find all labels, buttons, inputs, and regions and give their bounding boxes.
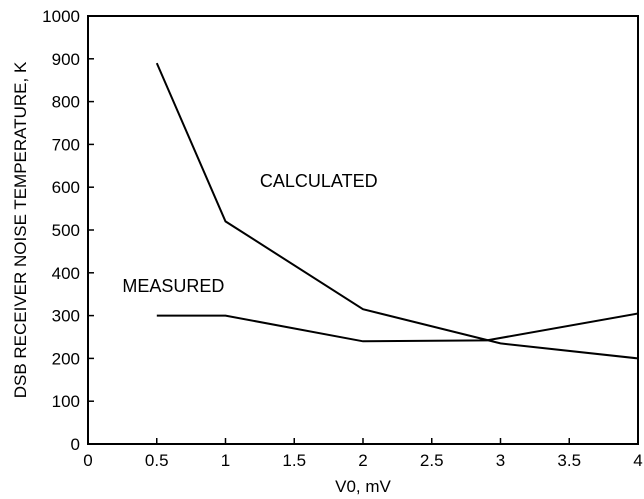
y-tick-label: 0 — [71, 435, 80, 454]
annotations: CALCULATED MEASURED — [122, 171, 377, 296]
x-tick-label: 4 — [633, 451, 642, 470]
annotation-measured: MEASURED — [122, 276, 224, 296]
annotation-calculated: CALCULATED — [260, 171, 378, 191]
series-line-calculated — [155, 62, 639, 360]
plot-frame — [87, 15, 639, 445]
x-tick-label: 0 — [83, 451, 92, 470]
y-tick-label: 500 — [52, 221, 80, 240]
x-tick-label: 1 — [221, 451, 230, 470]
series-line-measured — [156, 312, 639, 343]
axes: 0 0.5 1 1.5 2 2.5 3 3.5 4 0 100 200 300 400 500 600 700 8… — [11, 7, 643, 496]
x-tick-label: 0.5 — [145, 451, 169, 470]
x-tick-label: 3.5 — [557, 451, 581, 470]
x-tick-label: 1.5 — [282, 451, 306, 470]
x-axis-label: V0, mV — [335, 477, 391, 496]
y-tick-label: 200 — [52, 349, 80, 368]
x-tick-label: 2 — [358, 451, 367, 470]
series-group — [155, 62, 639, 360]
y-tick-label: 100 — [52, 392, 80, 411]
x-tick-label: 3 — [496, 451, 505, 470]
y-tick-label: 1000 — [42, 7, 80, 26]
y-tick-label: 900 — [52, 50, 80, 69]
y-tick-label: 700 — [52, 135, 80, 154]
y-axis-label: DSB RECEIVER NOISE TEMPERATURE, K — [11, 61, 30, 398]
y-tick-label: 800 — [52, 93, 80, 112]
y-tick-label: 300 — [52, 307, 80, 326]
y-tick-label: 400 — [52, 264, 80, 283]
y-tick-label: 600 — [52, 178, 80, 197]
x-tick-label: 2.5 — [420, 451, 444, 470]
